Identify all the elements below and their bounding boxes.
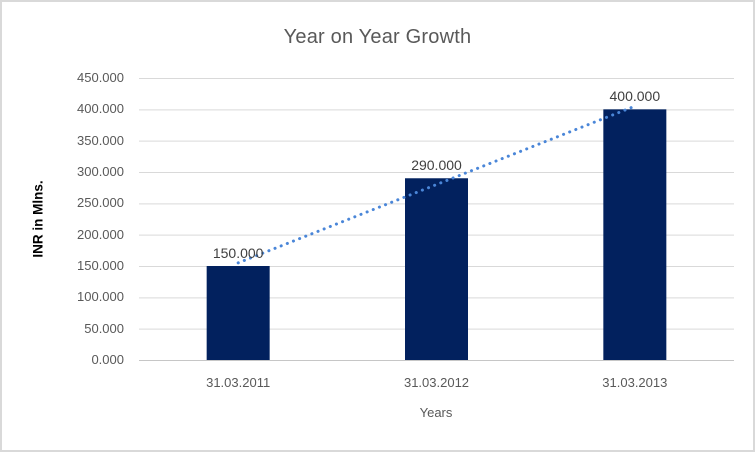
bar-value-label: 290.000 [411,157,462,174]
y-tick-label: 150.000 [77,258,124,273]
chart-title: Year on Year Growth [283,26,472,48]
bar-value-label: 400.000 [609,88,661,105]
bar [405,178,468,360]
x-axis-title: Years [419,405,453,420]
y-tick-label: 400.000 [77,101,124,117]
x-category-label: 31.03.2011 [206,375,271,390]
y-tick-label: 450.000 [77,70,124,85]
y-tick-label: 0.000 [91,352,124,367]
y-tick-label: 100.000 [77,289,124,305]
trendline [236,104,637,265]
y-tick-label: 50.000 [84,320,124,336]
y-tick-label: 350.000 [77,132,124,148]
x-category-label: 31.03.2012 [403,375,470,390]
plot-area [139,78,734,361]
x-category-label: 31.03.2013 [602,375,668,390]
bar [206,266,270,360]
bar-value-label: 150.000 [212,245,264,261]
y-tick-label: 200.000 [77,226,124,242]
bar [603,109,667,360]
y-tick-label: 250.000 [77,195,124,211]
y-axis-title: INR in Mlns. [30,180,46,258]
y-tick-label: 300.000 [77,164,124,179]
